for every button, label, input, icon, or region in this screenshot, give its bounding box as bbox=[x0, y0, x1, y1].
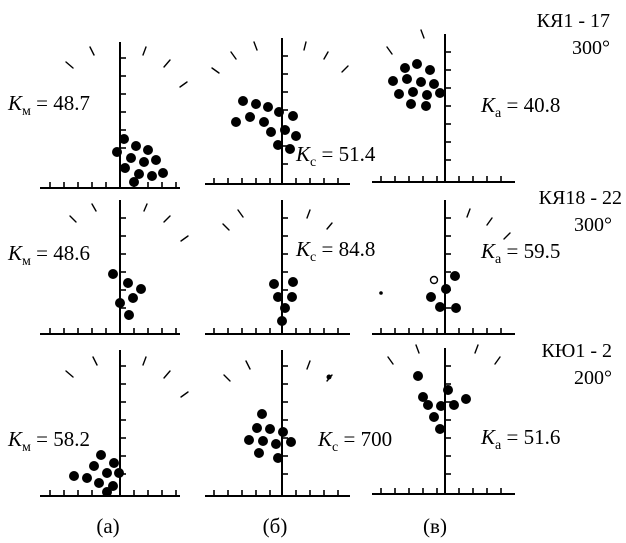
panel-letter-a: (а) bbox=[96, 514, 119, 538]
k-label-row3-b: Kс = 700 bbox=[317, 427, 392, 455]
panel-letter-c: (в) bbox=[423, 514, 447, 538]
angle-label-row1: 300° bbox=[572, 37, 610, 59]
data-points bbox=[112, 134, 168, 187]
data-points bbox=[379, 271, 461, 313]
arc-dashes bbox=[223, 360, 333, 382]
arc-dashes bbox=[222, 209, 333, 231]
axes bbox=[372, 348, 515, 495]
k-label-row1-a: Kм = 48.7 bbox=[7, 91, 90, 119]
panel-row2-a bbox=[40, 200, 189, 335]
arc-dashes bbox=[466, 208, 511, 240]
arc-dashes bbox=[386, 29, 425, 55]
panel-row3-c bbox=[372, 344, 515, 495]
arc-dashes bbox=[69, 203, 189, 242]
panel-letter-b: (б) bbox=[263, 514, 288, 538]
axes bbox=[40, 200, 180, 335]
k-label-row2-b: Kс = 84.8 bbox=[295, 237, 375, 265]
angle-label-row2: 300° bbox=[574, 214, 612, 236]
data-points bbox=[269, 277, 298, 326]
data-points bbox=[108, 269, 146, 320]
axes bbox=[205, 350, 350, 497]
panel-row1-c bbox=[372, 29, 515, 183]
panel-row3-b bbox=[205, 350, 350, 497]
panel-row2-b bbox=[205, 200, 350, 335]
arc-dashes bbox=[65, 356, 189, 398]
arc-dashes bbox=[65, 46, 188, 88]
axes bbox=[40, 42, 180, 189]
panel-row2-c bbox=[372, 200, 515, 335]
data-points bbox=[413, 371, 471, 434]
axes bbox=[205, 200, 350, 335]
k-label-row1-c: Kа = 40.8 bbox=[480, 93, 560, 121]
site-label-row2: КЯ18 - 22 bbox=[539, 187, 622, 209]
data-points bbox=[231, 96, 301, 154]
axes bbox=[372, 200, 515, 335]
k-label-row1-b: Kс = 51.4 bbox=[295, 142, 376, 170]
axes bbox=[372, 34, 515, 183]
data-points bbox=[388, 59, 445, 111]
panel-row1-a bbox=[40, 42, 188, 189]
k-label-row2-a: Kм = 48.6 bbox=[7, 241, 90, 269]
data-points bbox=[69, 450, 124, 497]
site-label-row3: КЮ1 - 2 bbox=[541, 340, 612, 362]
k-label-row2-c: Kа = 59.5 bbox=[480, 239, 560, 267]
panel-row3-a bbox=[40, 350, 189, 497]
arc-dashes bbox=[211, 41, 349, 74]
k-label-row3-c: Kа = 51.6 bbox=[480, 425, 560, 453]
panel-row1-b bbox=[205, 38, 350, 185]
arc-dashes bbox=[387, 344, 501, 365]
angle-label-row3: 200° bbox=[574, 367, 612, 389]
data-points bbox=[244, 374, 332, 463]
k-label-row3-a: Kм = 58.2 bbox=[7, 427, 90, 455]
site-label-row1: КЯ1 - 17 bbox=[537, 10, 610, 32]
